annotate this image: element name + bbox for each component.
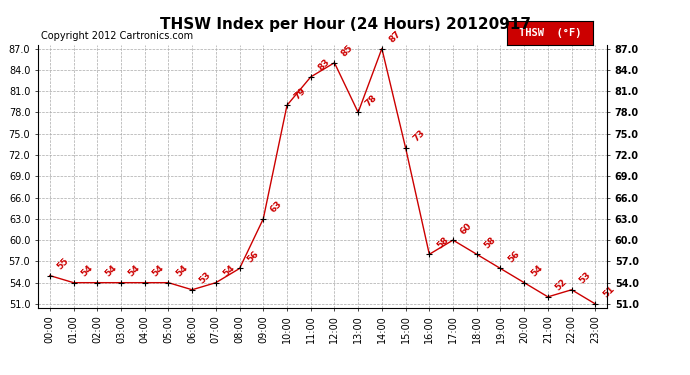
Text: 51: 51 xyxy=(601,285,616,300)
Text: 85: 85 xyxy=(340,44,355,58)
Text: 58: 58 xyxy=(482,235,497,250)
Text: 54: 54 xyxy=(221,263,237,279)
Text: 54: 54 xyxy=(79,263,95,279)
Text: 56: 56 xyxy=(506,249,521,264)
Text: 87: 87 xyxy=(387,29,403,44)
Text: 78: 78 xyxy=(364,93,379,108)
Text: 56: 56 xyxy=(245,249,260,264)
Text: 54: 54 xyxy=(174,263,189,279)
Text: 53: 53 xyxy=(197,270,213,286)
Text: 60: 60 xyxy=(459,221,474,236)
Text: 54: 54 xyxy=(530,263,545,279)
Text: 54: 54 xyxy=(150,263,166,279)
Text: THSW Index per Hour (24 Hours) 20120917: THSW Index per Hour (24 Hours) 20120917 xyxy=(159,17,531,32)
Text: 63: 63 xyxy=(269,200,284,214)
Text: 83: 83 xyxy=(316,57,331,73)
Text: 54: 54 xyxy=(126,263,142,279)
Text: 53: 53 xyxy=(577,270,593,286)
Text: THSW  (°F): THSW (°F) xyxy=(519,28,582,38)
Text: 58: 58 xyxy=(435,235,450,250)
Text: Copyright 2012 Cartronics.com: Copyright 2012 Cartronics.com xyxy=(41,31,193,41)
Text: 55: 55 xyxy=(55,256,70,272)
Text: 79: 79 xyxy=(293,86,308,101)
Text: 73: 73 xyxy=(411,128,426,144)
Text: 52: 52 xyxy=(553,278,569,293)
Text: 54: 54 xyxy=(103,263,118,279)
